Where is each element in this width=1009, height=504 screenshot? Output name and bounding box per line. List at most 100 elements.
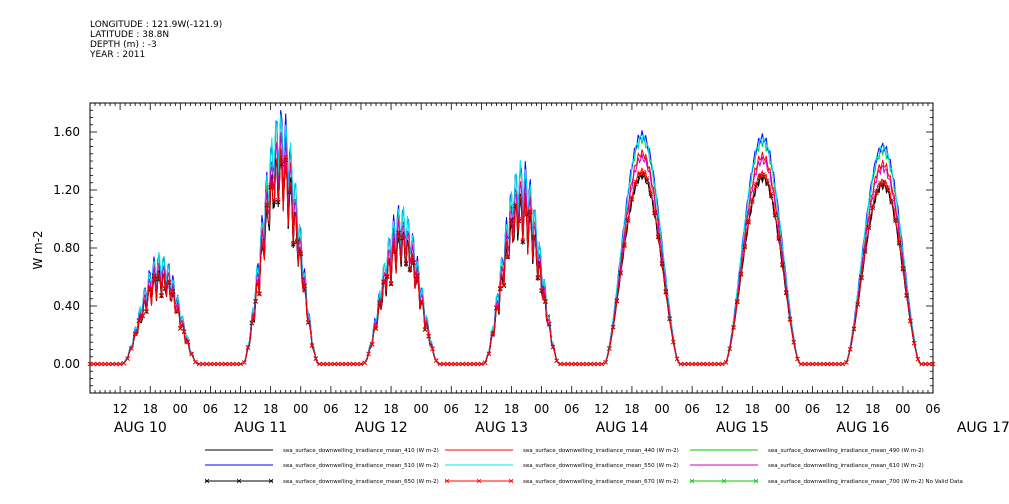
series-marker [99,361,104,367]
legend-entry: sea_surface_downwelling_irradiance_mean_… [283,479,439,485]
series-marker [607,346,612,351]
series-marker [396,229,401,234]
series-marker [385,273,390,279]
series-marker [659,260,665,266]
series-marker [531,233,537,239]
legend-marker [689,478,695,484]
series-marker [633,179,638,185]
x-tick-label: 18 [745,402,760,416]
series-line [90,115,933,365]
series-marker [847,346,853,352]
series-marker [862,248,868,253]
series-marker [746,218,751,223]
date-label: AUG 10 [114,420,167,436]
series-marker [520,239,526,245]
series-layer [87,110,936,367]
legend-marker [753,478,759,484]
x-tick-label: 00 [293,402,308,416]
legend-marker [204,478,210,484]
series-marker [512,202,518,207]
year-text: YEAR : 2011 [90,50,146,60]
x-tick-label: 18 [383,402,398,416]
series-marker [908,318,913,323]
series-marker [829,361,834,367]
series-marker [535,274,541,280]
series-marker [403,261,409,267]
axis-labels: 12 18 00 06 12 18 00 06 12 18 00 06 12 18 00 06 12 18 00 06… [53,125,1009,436]
series-marker [546,321,552,327]
x-tick-label: 06 [805,402,820,416]
series-marker [825,361,830,367]
series-marker [576,361,582,367]
series-marker [136,318,142,323]
legend-entry: sea_surface_downwelling_irradiance_mean_… [523,463,679,469]
series-marker [776,234,781,240]
series-marker [543,298,548,304]
x-tick-label: 18 [865,402,880,416]
y-tick-label: 1.20 [53,183,80,197]
series-marker [467,361,473,367]
legend-marker [236,478,242,484]
x-tick-label: 06 [323,402,338,416]
series-marker [723,360,729,365]
series-marker [535,275,541,281]
series-marker [358,361,364,367]
series-marker [926,361,932,367]
series-marker [878,180,883,186]
series-marker [110,361,115,367]
series-marker [719,361,725,367]
series-marker [930,361,936,367]
series-marker [874,188,879,194]
series-marker [810,361,815,367]
series-marker [889,198,894,203]
series-marker [238,361,243,367]
series-marker [433,358,439,363]
series-marker [573,361,578,367]
series-marker [689,361,695,367]
series-marker [844,360,849,365]
series-marker [279,159,285,165]
series-marker [166,279,172,284]
series-marker [106,361,112,367]
series-marker [339,361,345,367]
legend-entry: sea_surface_downwelling_irradiance_mean_… [523,479,679,485]
y-tick-label: 0.80 [53,241,80,255]
series-marker [155,275,161,281]
series-line [90,155,933,365]
series-marker [727,346,733,351]
series-marker [667,316,672,321]
series-marker [614,298,620,303]
series-marker [381,279,386,284]
series-marker [170,288,176,294]
x-tick-label: 06 [203,402,218,416]
series-marker [332,361,337,367]
series-marker [539,287,544,293]
series-marker [565,361,571,367]
depth-text: DEPTH (m) : -3 [90,40,157,50]
x-tick-label: 12 [474,402,489,416]
series-marker [893,216,898,222]
series-marker [783,289,789,295]
series-marker [464,361,469,367]
series-marker [290,240,296,246]
series-marker [290,242,296,247]
series-marker [162,285,168,291]
series-marker [674,356,680,362]
series-marker [814,361,819,367]
series-marker [245,345,251,350]
series-marker [561,361,567,367]
series-marker [147,286,153,291]
series-marker [219,361,225,367]
legend-marker [476,478,482,484]
x-tick-label: 00 [173,402,188,416]
series-marker [851,326,857,331]
series-marker [400,234,405,239]
series-marker [475,361,480,367]
series-marker [125,356,130,361]
y-axis-label: W m-2 [31,230,45,269]
legend-marker [444,478,450,484]
series-marker [91,361,97,367]
series-marker [885,185,891,190]
series-marker [761,172,766,177]
